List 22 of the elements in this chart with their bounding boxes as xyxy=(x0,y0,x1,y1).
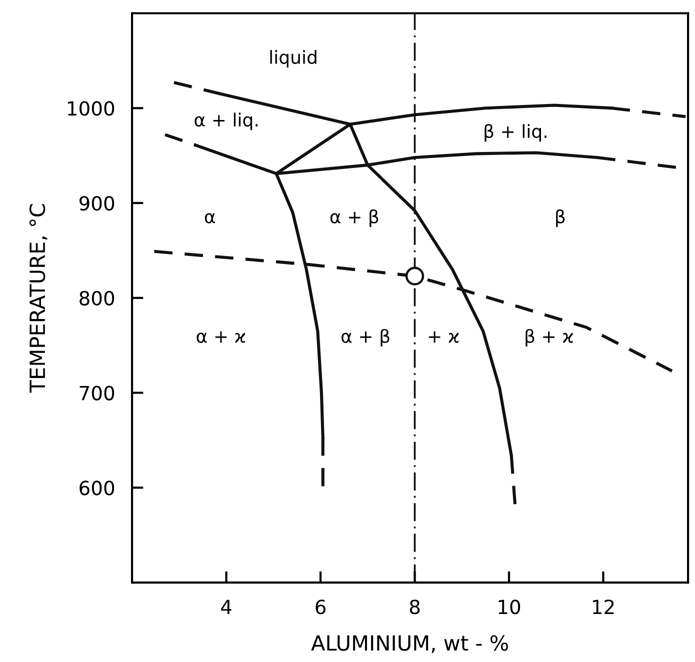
y-tick-label: 1000 xyxy=(68,101,114,116)
y-tick-label: 900 xyxy=(79,196,114,211)
annotation: α + β xyxy=(342,328,390,347)
annotation: β + ϰ xyxy=(526,328,573,347)
annotation: liquid xyxy=(270,50,316,68)
x-tick-label: 10 xyxy=(498,600,520,614)
annotation: α + ϰ xyxy=(196,331,246,343)
annotation: α + liq. xyxy=(194,112,258,130)
x-tick-label: 6 xyxy=(316,600,326,614)
y-axis-title: TEMPERATURE, °C xyxy=(29,204,48,393)
annotation: β xyxy=(556,209,565,227)
x-tick-label: 4 xyxy=(221,600,232,614)
x-tick-label: 8 xyxy=(410,600,420,614)
y-tick-label: 800 xyxy=(80,290,114,306)
annotation: α xyxy=(204,213,215,224)
annotation: α + β xyxy=(330,209,378,227)
annotation: β + liq. xyxy=(484,124,546,142)
annotation: + ϰ xyxy=(428,331,459,343)
y-tick-label: 600 xyxy=(80,480,114,496)
y-tick-label: 700 xyxy=(80,386,114,400)
x-axis-title: ALUMINIUM, wt - % xyxy=(311,635,508,653)
x-tick-label: 12 xyxy=(593,600,614,614)
